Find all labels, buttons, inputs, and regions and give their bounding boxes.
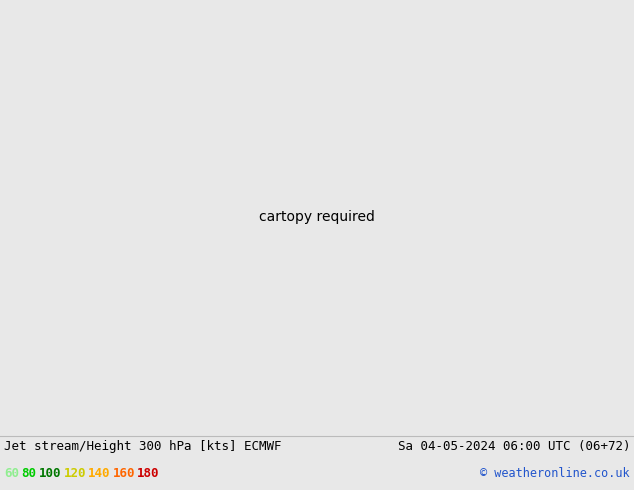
Text: 160: 160 bbox=[113, 467, 135, 480]
Text: 80: 80 bbox=[22, 467, 36, 480]
Text: 180: 180 bbox=[137, 467, 160, 480]
Text: Sa 04-05-2024 06:00 UTC (06+72): Sa 04-05-2024 06:00 UTC (06+72) bbox=[398, 440, 630, 453]
Text: 120: 120 bbox=[63, 467, 86, 480]
Text: 100: 100 bbox=[39, 467, 61, 480]
Text: 140: 140 bbox=[88, 467, 110, 480]
Text: Jet stream/Height 300 hPa [kts] ECMWF: Jet stream/Height 300 hPa [kts] ECMWF bbox=[4, 440, 281, 453]
Text: 60: 60 bbox=[4, 467, 19, 480]
Text: © weatheronline.co.uk: © weatheronline.co.uk bbox=[481, 467, 630, 480]
Text: cartopy required: cartopy required bbox=[259, 210, 375, 224]
